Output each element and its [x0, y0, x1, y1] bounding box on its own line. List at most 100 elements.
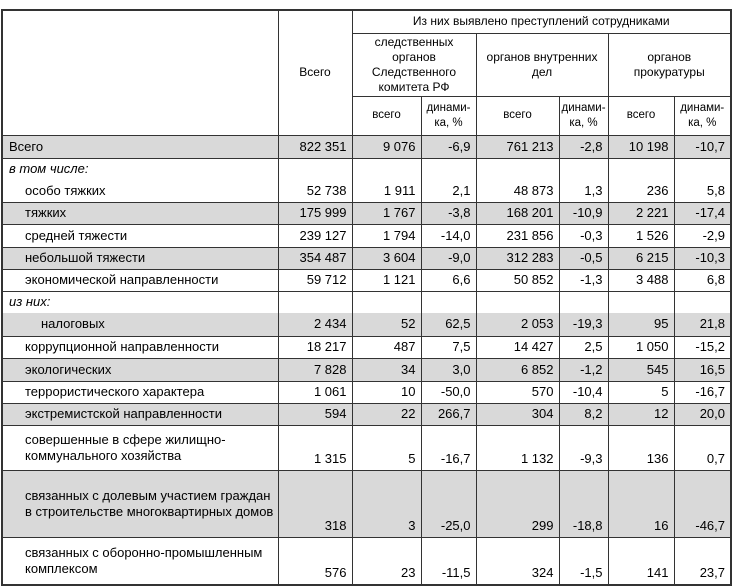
value-cell: 236 [607, 179, 675, 203]
value-cell: -10,7 [673, 134, 732, 159]
value-cell: 21,8 [673, 312, 732, 337]
table-row: совершенные в сфере жилищно-коммунальног… [1, 424, 732, 471]
value-cell [673, 157, 732, 180]
value-cell: 318 [277, 469, 353, 538]
value-cell [351, 290, 422, 313]
value-cell: 6 215 [607, 246, 675, 270]
value-cell: 1 132 [475, 424, 560, 471]
table-row: связанных с оборонно-промышленным компле… [1, 536, 732, 586]
value-cell: 141 [607, 536, 675, 586]
value-cell: -0,5 [558, 246, 609, 270]
value-cell: 1 061 [277, 380, 353, 404]
row-label: тяжких [1, 201, 279, 225]
value-cell: 2,1 [420, 179, 477, 203]
value-cell: -2,8 [558, 134, 609, 159]
value-cell: 487 [351, 335, 422, 359]
value-cell: 2,5 [558, 335, 609, 359]
value-cell: 52 738 [277, 179, 353, 203]
table-row: налоговых 2 434 52 62,5 2 053 -19,3 95 21,8 [1, 312, 732, 337]
value-cell: 12 [607, 402, 675, 426]
table-row: экологических 7 828 34 3,0 6 852 -1,2 545 16,5 [1, 357, 732, 382]
row-label: средней тяжести [1, 223, 279, 248]
value-cell: -14,0 [420, 223, 477, 248]
value-cell: 23 [351, 536, 422, 586]
header-row-groups: следственных органов Следственного комит… [2, 32, 732, 97]
subheader-dynamics-ic: динами- ка, % [420, 95, 477, 136]
row-label: террористического характера [1, 380, 279, 404]
row-label: небольшой тяжести [1, 246, 279, 270]
value-cell: 18 217 [277, 335, 353, 359]
table-row: экстремистской направленности 594 22 266,7 3… [1, 402, 732, 426]
value-cell: 8,2 [558, 402, 609, 426]
table-row: из них: [1, 290, 732, 313]
value-cell: 1,3 [558, 179, 609, 203]
value-cell: 576 [277, 536, 353, 586]
value-cell: 6,6 [420, 268, 477, 292]
row-label: коррупционной направленности [1, 335, 279, 359]
value-cell: 1 911 [351, 179, 422, 203]
value-cell: 304 [475, 402, 560, 426]
value-cell: 266,7 [420, 402, 477, 426]
header-row-span: Всего Из них выявлено преступлений сотру… [1, 9, 732, 136]
row-label: налоговых [1, 312, 279, 337]
value-cell: 52 [351, 312, 422, 337]
value-cell: -17,4 [673, 201, 732, 225]
value-cell: 23,7 [673, 536, 732, 586]
value-cell: 62,5 [420, 312, 477, 337]
table-row: связанных с долевым участием граждан в с… [1, 469, 732, 538]
statistics-table: Всего Из них выявлено преступлений сотру… [1, 9, 732, 586]
value-cell: -0,3 [558, 223, 609, 248]
value-cell: 7,5 [420, 335, 477, 359]
value-cell: -19,3 [558, 312, 609, 337]
value-cell: 48 873 [475, 179, 560, 203]
value-cell: 5 [607, 380, 675, 404]
value-cell: 761 213 [475, 134, 560, 159]
table-row: коррупционной направленности 18 217 487 7,5… [1, 335, 732, 359]
value-cell: -6,9 [420, 134, 477, 159]
value-cell: 16,5 [673, 357, 732, 382]
value-cell [277, 290, 353, 313]
value-cell: -16,7 [673, 380, 732, 404]
value-cell: 22 [351, 402, 422, 426]
table-row: небольшой тяжести 354 487 3 604 -9,0 312 283… [1, 246, 732, 270]
value-cell [558, 157, 609, 180]
value-cell: -11,5 [420, 536, 477, 586]
value-cell: -10,9 [558, 201, 609, 225]
value-cell: -18,8 [558, 469, 609, 538]
detected-by-employees-header: Из них выявлено преступлений сотрудникам… [351, 9, 732, 34]
value-cell [475, 157, 560, 180]
value-cell: 50 852 [475, 268, 560, 292]
value-cell [277, 157, 353, 180]
value-cell: 14 427 [475, 335, 560, 359]
value-cell: 1 526 [607, 223, 675, 248]
value-cell: -10,4 [558, 380, 609, 404]
table-header: Всего Из них выявлено преступлений сотру… [1, 9, 732, 136]
value-cell: 3,0 [420, 357, 477, 382]
value-cell [607, 290, 675, 313]
value-cell [420, 157, 477, 180]
value-cell: -1,2 [558, 357, 609, 382]
value-cell: 6,8 [673, 268, 732, 292]
value-cell: -2,9 [673, 223, 732, 248]
row-label: связанных с оборонно-промышленным компле… [1, 536, 279, 586]
value-cell: 10 198 [607, 134, 675, 159]
value-cell: 34 [351, 357, 422, 382]
value-cell: 3 [351, 469, 422, 538]
value-cell: 545 [607, 357, 675, 382]
group-header-prosecutors-office: органов прокуратуры [607, 32, 732, 97]
value-cell: 570 [475, 380, 560, 404]
table-row: террористического характера 1 061 10 -50,0 5… [1, 380, 732, 404]
value-cell: 354 487 [277, 246, 353, 270]
value-cell: 16 [607, 469, 675, 538]
subheader-dynamics-mvd: динами- ка, % [558, 95, 609, 136]
value-cell: 95 [607, 312, 675, 337]
value-cell: 5 [351, 424, 422, 471]
value-cell: -9,0 [420, 246, 477, 270]
value-cell: 2 434 [277, 312, 353, 337]
value-cell: 1 315 [277, 424, 353, 471]
value-cell: 6 852 [475, 357, 560, 382]
value-cell: 5,8 [673, 179, 732, 203]
value-cell: 136 [607, 424, 675, 471]
value-cell: 10 [351, 380, 422, 404]
table-body: Всего 822 351 9 076 -6,9 761 213 -2,8 10 198 -1… [1, 134, 732, 586]
